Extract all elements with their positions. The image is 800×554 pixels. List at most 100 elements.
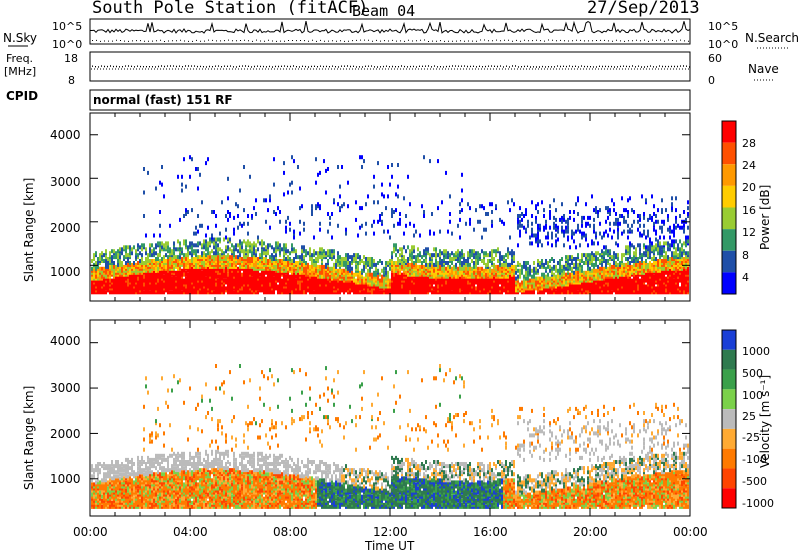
power-cell (101, 282, 103, 287)
power-cell (209, 241, 211, 246)
power-cell (491, 253, 493, 258)
power-cell (103, 286, 105, 291)
power-cell (433, 253, 435, 258)
power-cell (449, 212, 451, 216)
power-cell (557, 274, 559, 279)
power-cell (239, 245, 241, 250)
power-cell (503, 262, 505, 267)
power-cell (485, 272, 487, 277)
power-cell (225, 255, 227, 260)
power-cell (445, 253, 447, 258)
power-cell (547, 264, 549, 269)
power-cell (341, 257, 343, 261)
power-cell (531, 268, 533, 273)
power-cell (531, 221, 533, 226)
power-cell (459, 251, 461, 256)
power-cell (237, 266, 239, 271)
power-cell (263, 241, 265, 246)
power-cell (611, 235, 613, 240)
power-cell (413, 245, 415, 250)
power-cell (383, 229, 385, 234)
power-cell (533, 261, 535, 265)
power-cell (181, 188, 183, 193)
power-cell (329, 215, 331, 220)
power-cell (533, 266, 535, 271)
power-cell (589, 215, 591, 220)
power-ytick-3000: 3000 (50, 175, 81, 189)
power-cell (285, 257, 287, 261)
power-cell (151, 259, 153, 263)
power-cell (329, 253, 331, 258)
power-cell (289, 221, 291, 226)
power-cell (275, 245, 277, 250)
power-cell (315, 204, 317, 209)
power-cell (577, 274, 579, 279)
power-cell (251, 214, 253, 218)
power-cell (605, 262, 607, 267)
power-cell (353, 272, 355, 277)
power-cell (595, 274, 597, 279)
power-cell (309, 247, 311, 252)
power-cell (575, 229, 577, 234)
power-ytick-2000: 2000 (50, 221, 81, 235)
power-cell (297, 261, 299, 265)
power-cell (241, 245, 243, 250)
power-cell (155, 243, 157, 248)
power-cell (333, 266, 335, 271)
power-cell (215, 223, 217, 228)
power-cell (191, 208, 193, 213)
power-cell (545, 284, 547, 289)
power-cell (247, 243, 249, 248)
power-cell (507, 253, 509, 258)
freq-unit-label: [MHz] (4, 65, 37, 78)
power-cell (537, 231, 539, 236)
power-cell (563, 229, 565, 234)
power-cell (451, 231, 453, 236)
power-cell (253, 257, 255, 261)
power-cell (229, 262, 231, 267)
power-cell (471, 259, 473, 263)
power-cell (379, 217, 381, 222)
power-cell (161, 165, 163, 169)
power-cell (549, 210, 551, 214)
station-title: South Pole Station (fitACF) (92, 0, 369, 18)
power-cell (117, 249, 119, 254)
power-cell (537, 210, 539, 214)
power-cell (309, 251, 311, 256)
power-cell (107, 280, 109, 285)
power-cell (285, 229, 287, 234)
power-cell (437, 206, 439, 211)
power-cell (105, 290, 107, 295)
power-cell (411, 245, 413, 250)
power-cell (241, 223, 243, 228)
power-cell (247, 257, 249, 261)
power-cell (289, 182, 291, 187)
power-cell (259, 241, 261, 246)
power-cell (407, 245, 409, 250)
power-cell (485, 251, 487, 256)
power-cell (289, 274, 291, 279)
power-cell (593, 253, 595, 258)
power-cell (583, 215, 585, 220)
power-cell (453, 253, 455, 258)
power-cell (571, 235, 573, 240)
power-cell (597, 264, 599, 269)
power-cell (533, 284, 535, 289)
power-cell (109, 259, 111, 263)
power-cell (519, 268, 521, 273)
power-cell (599, 221, 601, 226)
nave-tick-top: 60 (708, 52, 722, 65)
power-cell (359, 155, 361, 160)
power-cell (163, 243, 165, 248)
power-cell (493, 276, 495, 281)
velocity-cbar-tick-1000: 1000 (742, 345, 770, 358)
power-cell (339, 206, 341, 211)
power-cell (461, 266, 463, 271)
power-cell (479, 266, 481, 271)
power-cell (361, 278, 363, 283)
power-cell (445, 170, 447, 175)
power-cell (183, 214, 185, 218)
power-cell (387, 194, 389, 199)
power-cell (159, 253, 161, 258)
nsearch-series-dots (92, 39, 689, 42)
